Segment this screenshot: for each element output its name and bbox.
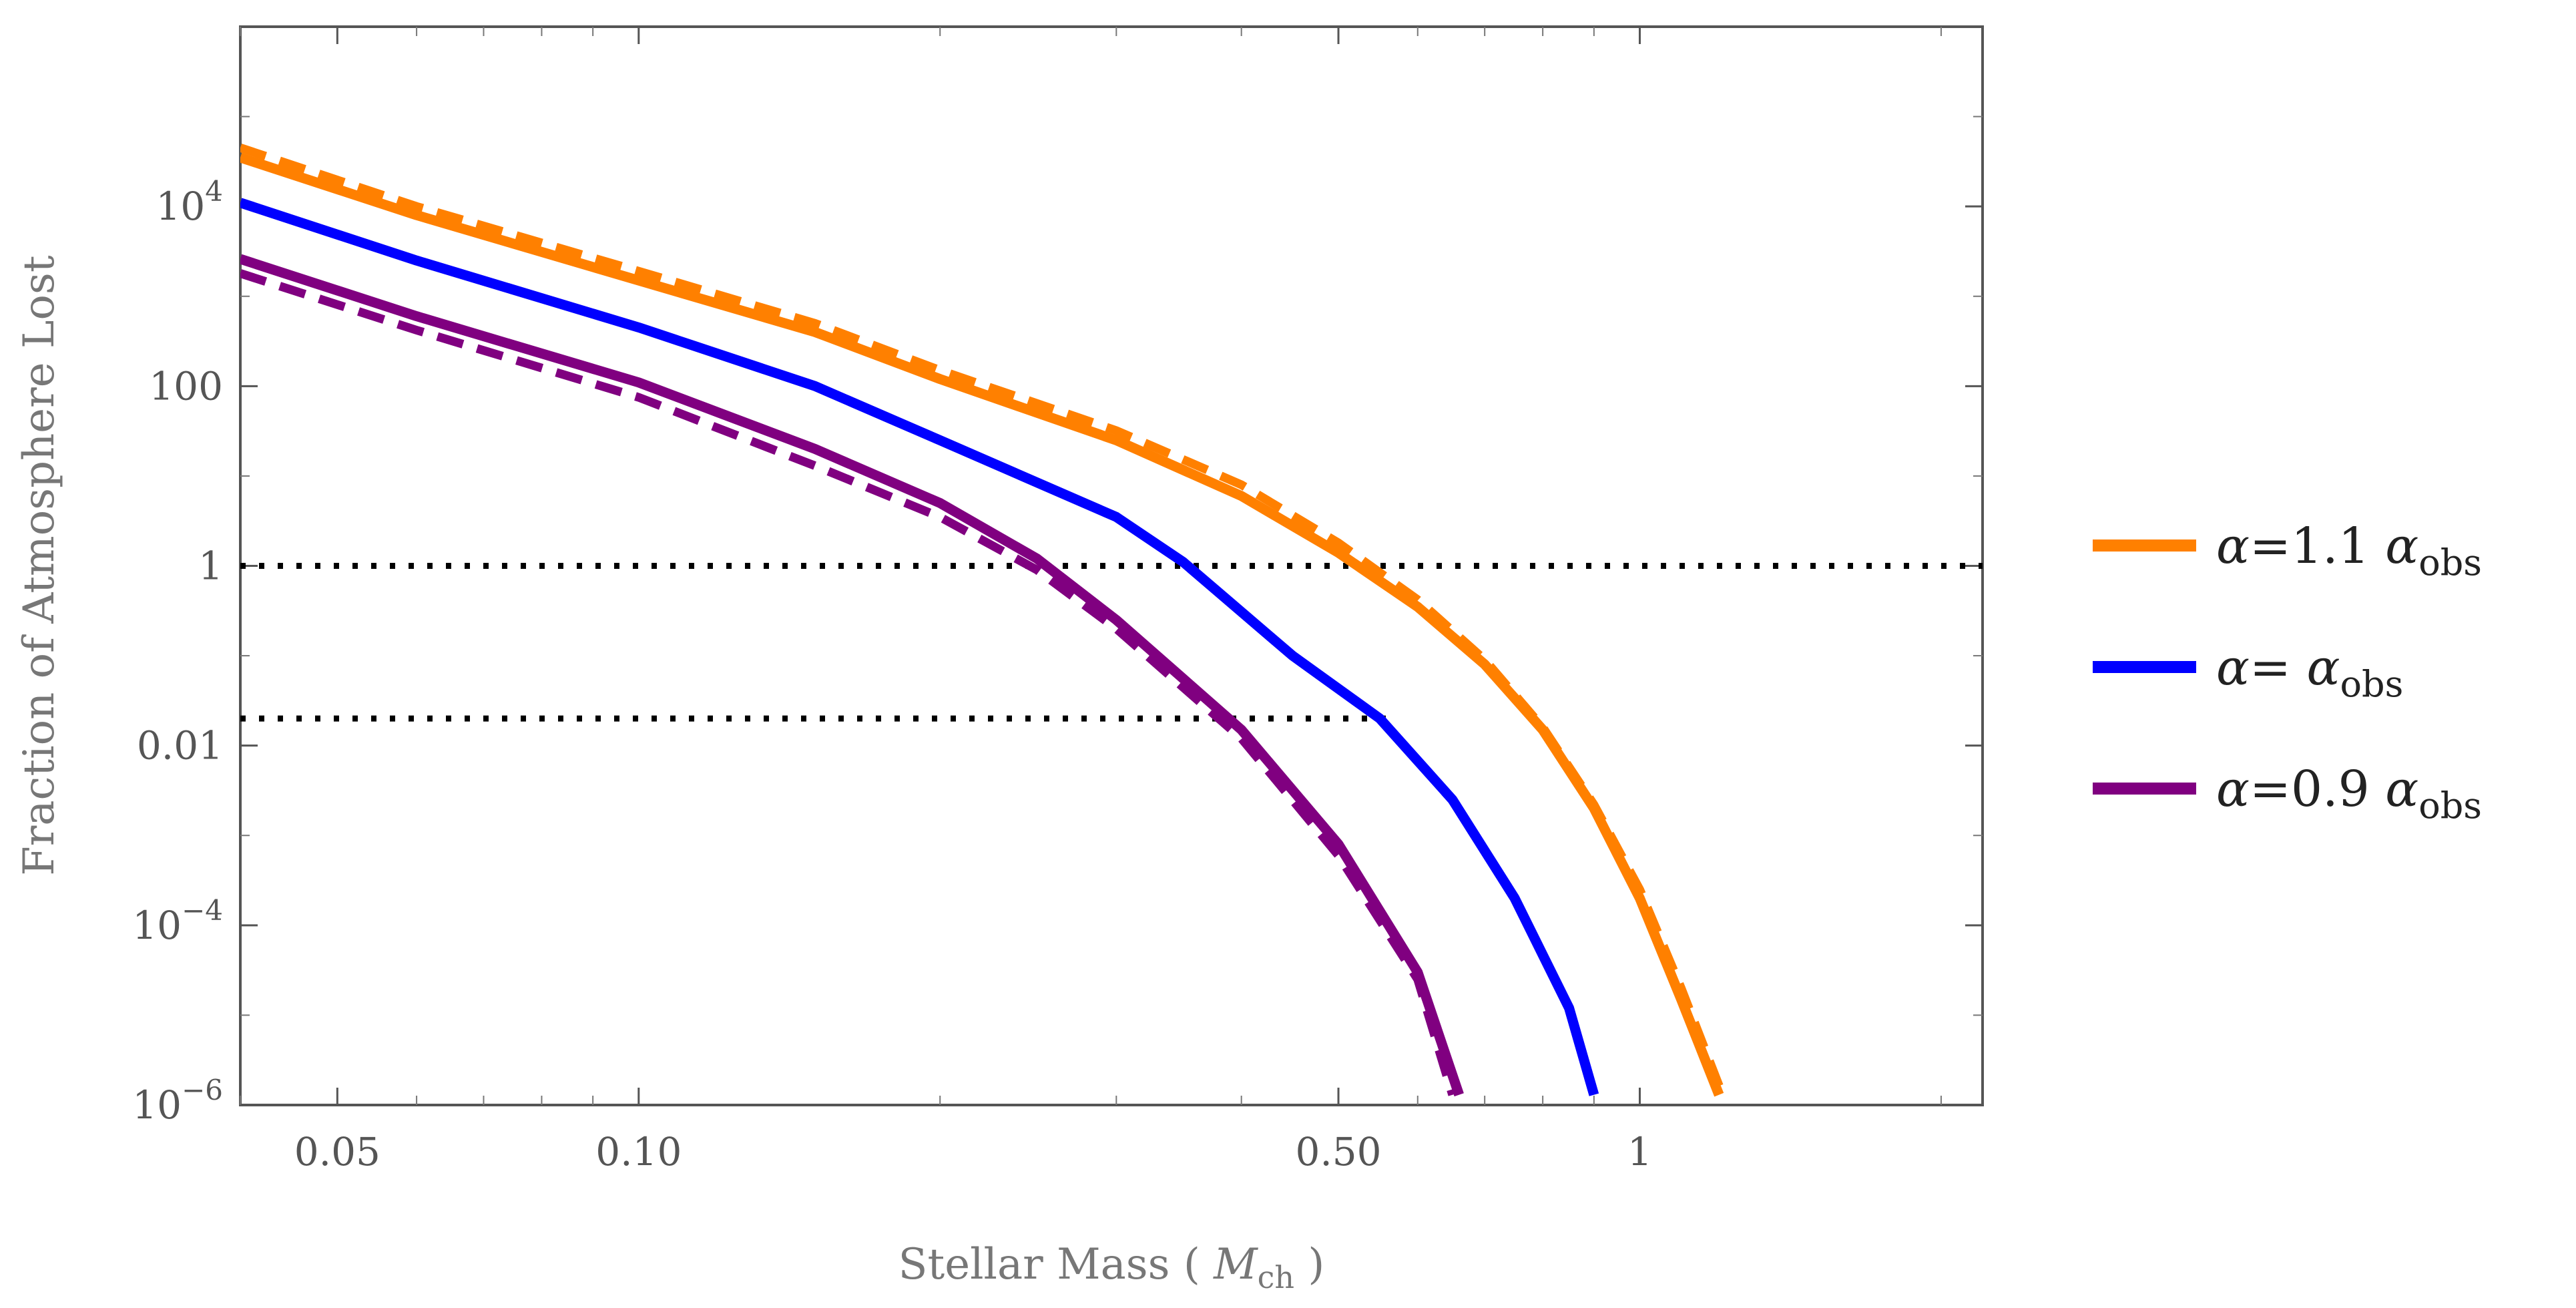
x-tick-labels: 0.05 0.10 0.50 1 — [294, 1129, 1652, 1174]
y-tick-label: 10−6 — [132, 1074, 223, 1128]
series-solid-line-1 — [240, 198, 1599, 1096]
series-dashed-line-2 — [240, 269, 1457, 1096]
x-tick-label: 0.10 — [595, 1129, 682, 1174]
y-tick-label: 0.01 — [137, 723, 223, 769]
series-group — [240, 144, 1727, 1097]
y-tick-label: 10−4 — [132, 894, 223, 948]
x-axis-title: Stellar Mass ( Mch ) — [898, 1240, 1325, 1295]
series-solid-line-0 — [240, 152, 1724, 1097]
y-tick-label: 104 — [156, 175, 223, 229]
x-axis-title-text: Stellar Mass — [898, 1240, 1170, 1289]
reference-lines — [240, 563, 1983, 722]
x-tick-label: 0.50 — [1295, 1129, 1381, 1174]
legend: α=1.1 αobs α= αobs α=0.9 αobs — [2093, 517, 2482, 827]
x-axis-unit: M — [1213, 1240, 1258, 1289]
series-dashed-line-0 — [240, 144, 1727, 1097]
x-axis-unit-sub: ch — [1258, 1259, 1294, 1295]
legend-label-0: α=1.1 αobs — [2216, 517, 2482, 584]
series-solid-line-2 — [240, 254, 1464, 1097]
y-axis-title: Fraction of Atmosphere Lost — [15, 255, 64, 875]
legend-label-1: α= αobs — [2216, 639, 2403, 705]
y-tick-label: 100 — [149, 363, 223, 409]
y-tick-labels: 104 100 1 0.01 10−4 10−6 — [132, 175, 223, 1128]
x-tick-label: 0.05 — [294, 1129, 380, 1174]
plot-area — [239, 25, 1984, 1106]
y-tick-label: 1 — [198, 543, 223, 589]
x-tick-label: 1 — [1627, 1129, 1652, 1174]
legend-label-2: α=0.9 αobs — [2216, 760, 2482, 827]
